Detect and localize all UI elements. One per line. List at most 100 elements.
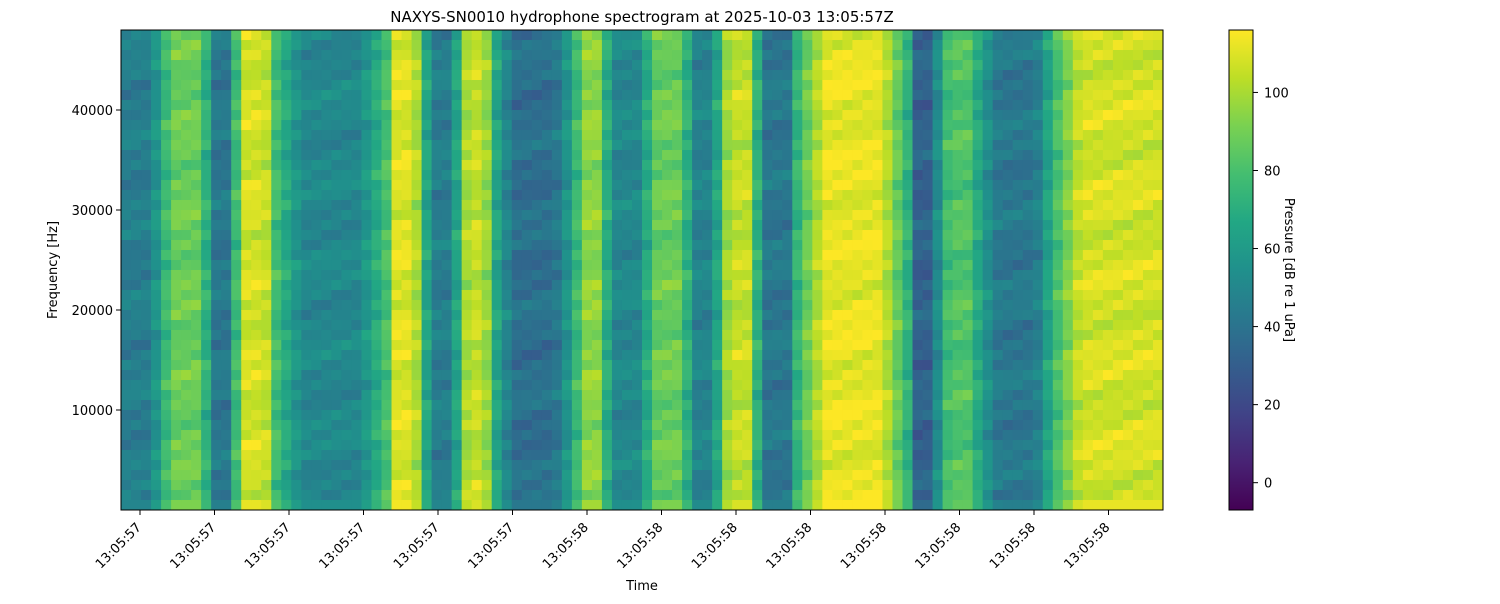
heatmap-cell <box>862 490 873 501</box>
heatmap-cell <box>652 30 663 41</box>
heatmap-cell <box>532 290 543 301</box>
heatmap-cell <box>712 230 723 241</box>
heatmap-cell <box>762 90 773 101</box>
heatmap-cell <box>702 280 713 291</box>
heatmap-cell <box>632 80 643 91</box>
heatmap-cell <box>642 130 653 141</box>
heatmap-cell <box>872 270 883 281</box>
heatmap-cell <box>702 320 713 331</box>
heatmap-cell <box>882 280 893 291</box>
heatmap-cell <box>291 440 302 451</box>
heatmap-cell <box>812 290 823 301</box>
heatmap-cell <box>872 40 883 51</box>
heatmap-cell <box>782 300 793 311</box>
heatmap-cell <box>913 60 924 71</box>
heatmap-cell <box>231 350 242 361</box>
heatmap-cell <box>872 160 883 171</box>
heatmap-cell <box>522 170 533 181</box>
heatmap-cell <box>392 450 403 461</box>
heatmap-cell <box>672 200 683 211</box>
heatmap-cell <box>231 60 242 71</box>
heatmap-cell <box>141 430 152 441</box>
heatmap-cell <box>1023 330 1034 341</box>
heatmap-cell <box>1053 430 1064 441</box>
heatmap-cell <box>682 160 693 171</box>
heatmap-cell <box>712 330 723 341</box>
heatmap-cell <box>1133 410 1144 421</box>
heatmap-cell <box>862 220 873 231</box>
heatmap-cell <box>1083 490 1094 501</box>
heatmap-cell <box>882 30 893 41</box>
heatmap-cell <box>822 40 833 51</box>
heatmap-cell <box>792 410 803 421</box>
heatmap-cell <box>993 300 1004 311</box>
heatmap-cell <box>472 350 483 361</box>
heatmap-cell <box>642 60 653 71</box>
heatmap-cell <box>221 180 232 191</box>
heatmap-cell <box>772 220 783 231</box>
heatmap-cell <box>852 490 863 501</box>
heatmap-cell <box>1133 400 1144 411</box>
heatmap-cell <box>742 340 753 351</box>
heatmap-cell <box>231 360 242 371</box>
heatmap-cell <box>973 460 984 471</box>
heatmap-cell <box>412 180 423 191</box>
heatmap-cell <box>1123 330 1134 341</box>
heatmap-cell <box>131 160 142 171</box>
heatmap-cell <box>422 160 433 171</box>
heatmap-cell <box>702 410 713 421</box>
heatmap-cell <box>291 480 302 491</box>
heatmap-cell <box>1133 340 1144 351</box>
heatmap-cell <box>392 200 403 211</box>
heatmap-cell <box>963 390 974 401</box>
heatmap-cell <box>1133 330 1144 341</box>
heatmap-cell <box>1013 70 1024 81</box>
heatmap-cell <box>472 430 483 441</box>
heatmap-cell <box>933 330 944 341</box>
heatmap-cell <box>672 70 683 81</box>
heatmap-cell <box>432 260 443 271</box>
heatmap-cell <box>231 40 242 51</box>
heatmap-cell <box>832 120 843 131</box>
heatmap-cell <box>752 140 763 151</box>
heatmap-cell <box>321 110 332 121</box>
heatmap-cell <box>201 400 212 411</box>
heatmap-cell <box>742 200 753 211</box>
heatmap-cell <box>762 320 773 331</box>
heatmap-cell <box>1103 430 1114 441</box>
heatmap-cell <box>251 500 262 511</box>
heatmap-cell <box>872 280 883 291</box>
heatmap-cell <box>412 430 423 441</box>
heatmap-cell <box>422 410 433 421</box>
heatmap-cell <box>1073 40 1084 51</box>
heatmap-cell <box>321 490 332 501</box>
heatmap-cell <box>281 230 292 241</box>
heatmap-cell <box>462 200 473 211</box>
heatmap-cell <box>351 270 362 281</box>
heatmap-cell <box>131 290 142 301</box>
heatmap-cell <box>1053 220 1064 231</box>
heatmap-cell <box>221 470 232 481</box>
heatmap-cell <box>1123 50 1134 61</box>
heatmap-cell <box>1013 150 1024 161</box>
heatmap-cell <box>191 250 202 261</box>
heatmap-cell <box>993 410 1004 421</box>
heatmap-cell <box>712 500 723 511</box>
heatmap-cell <box>852 400 863 411</box>
heatmap-cell <box>832 390 843 401</box>
heatmap-cell <box>492 370 503 381</box>
heatmap-cell <box>271 260 282 271</box>
heatmap-cell <box>742 110 753 121</box>
heatmap-cell <box>1033 400 1044 411</box>
heatmap-cell <box>923 200 934 211</box>
heatmap-cell <box>892 430 903 441</box>
heatmap-cell <box>772 460 783 471</box>
heatmap-cell <box>722 30 733 41</box>
heatmap-cell <box>562 80 573 91</box>
heatmap-cell <box>131 420 142 431</box>
heatmap-cell <box>752 70 763 81</box>
heatmap-cell <box>331 440 342 451</box>
heatmap-cell <box>632 140 643 151</box>
heatmap-cell <box>1013 490 1024 501</box>
heatmap-cell <box>792 460 803 471</box>
